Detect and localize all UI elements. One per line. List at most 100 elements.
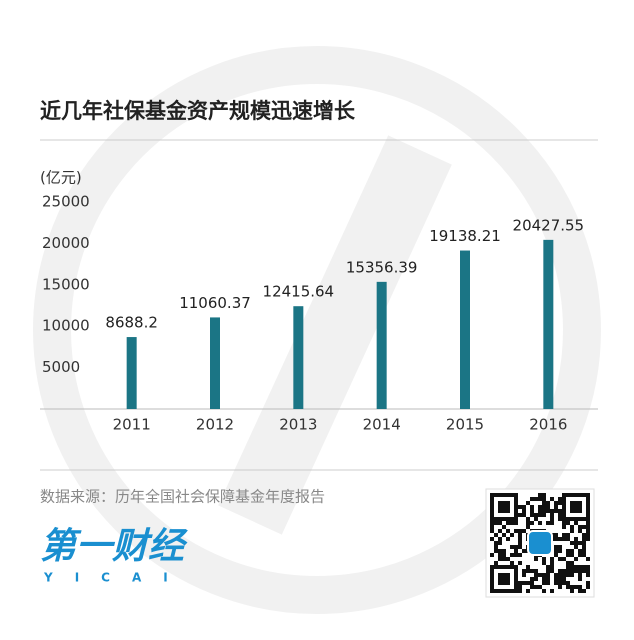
qr-cell [578, 569, 582, 573]
qr-cell [530, 513, 534, 517]
qr-cell [546, 521, 550, 525]
qr-cell [530, 585, 534, 589]
y-tick-label: 25000 [42, 193, 90, 211]
qr-cell [494, 541, 498, 545]
qr-cell [490, 553, 494, 557]
qr-cell [518, 529, 522, 533]
qr-cell [570, 517, 574, 521]
qr-cell [558, 569, 562, 573]
qr-cell [498, 589, 502, 593]
qr-cell [558, 537, 562, 541]
qr-cell [582, 537, 586, 541]
qr-cell [562, 497, 566, 501]
qr-cell [546, 581, 550, 585]
qr-cell [502, 501, 506, 505]
qr-cell [498, 505, 502, 509]
qr-cell [570, 525, 574, 529]
qr-cell [518, 513, 522, 517]
qr-cell [526, 569, 530, 573]
qr-cell [578, 529, 582, 533]
qr-cell [526, 517, 530, 521]
qr-cell [494, 493, 498, 497]
qr-cell [566, 585, 570, 589]
qr-cell [526, 565, 530, 569]
qr-cell [518, 589, 522, 593]
qr-cell [562, 573, 566, 577]
qr-cell [502, 553, 506, 557]
x-tick-label: 2015 [446, 416, 484, 434]
qr-cell [570, 549, 574, 553]
qr-cell [490, 569, 494, 573]
qr-cell [490, 513, 494, 517]
qr-cell [566, 565, 570, 569]
qr-cell [522, 505, 526, 509]
qr-cell [498, 573, 502, 577]
qr-cell [582, 493, 586, 497]
qr-cell [554, 509, 558, 513]
qr-cell [502, 565, 506, 569]
qr-cell [578, 541, 582, 545]
qr-cell [550, 589, 554, 593]
qr-cell [566, 517, 570, 521]
qr-cell [502, 533, 506, 537]
qr-cell [542, 581, 546, 585]
qr-cell [562, 509, 566, 513]
qr-cell [518, 533, 522, 537]
qr-cell [542, 509, 546, 513]
qr-cell [558, 501, 562, 505]
qr-cell [502, 517, 506, 521]
qr-cell [582, 549, 586, 553]
qr-cell [502, 581, 506, 585]
qr-cell [538, 493, 542, 497]
qr-cell [550, 569, 554, 573]
bar [210, 317, 220, 409]
qr-cell [586, 493, 590, 497]
qr-cell [542, 493, 546, 497]
qr-cell [566, 533, 570, 537]
qr-cell [578, 565, 582, 569]
qr-cell [550, 557, 554, 561]
qr-cell [558, 585, 562, 589]
qr-cell [518, 581, 522, 585]
qr-cell [586, 497, 590, 501]
qr-cell [554, 549, 558, 553]
qr-cell [542, 573, 546, 577]
qr-cell [514, 553, 518, 557]
qr-cell [542, 561, 546, 565]
qr-cell [578, 517, 582, 521]
qr-cell [498, 501, 502, 505]
qr-cell [490, 497, 494, 501]
qr-cell [522, 529, 526, 533]
bar [293, 306, 304, 409]
qr-cell [574, 565, 578, 569]
qr-cell [494, 533, 498, 537]
y-tick-label: 15000 [42, 275, 90, 293]
qr-cell [570, 589, 574, 593]
qr-cell [586, 529, 590, 533]
qr-cell [494, 517, 498, 521]
qr-cell [506, 589, 510, 593]
qr-cell [534, 577, 538, 581]
qr-cell [526, 525, 530, 529]
qr-cell [574, 557, 578, 561]
qr-cell [506, 493, 510, 497]
qr-cell [554, 581, 558, 585]
qr-cell [514, 517, 518, 521]
qr-cell [542, 557, 546, 561]
qr-cell [542, 513, 546, 517]
qr-cell [490, 517, 494, 521]
qr-cell [586, 557, 590, 561]
qr-cell [582, 545, 586, 549]
qr-cell [542, 505, 546, 509]
qr-cell [538, 505, 542, 509]
qr-cell [502, 589, 506, 593]
qr-cell [586, 501, 590, 505]
qr-cell [578, 577, 582, 581]
qr-cell [558, 581, 562, 585]
qr-cell [574, 509, 578, 513]
qr-cell [582, 589, 586, 593]
qr-cell [490, 521, 494, 525]
qr-cell [558, 577, 562, 581]
qr-cell [578, 553, 582, 557]
